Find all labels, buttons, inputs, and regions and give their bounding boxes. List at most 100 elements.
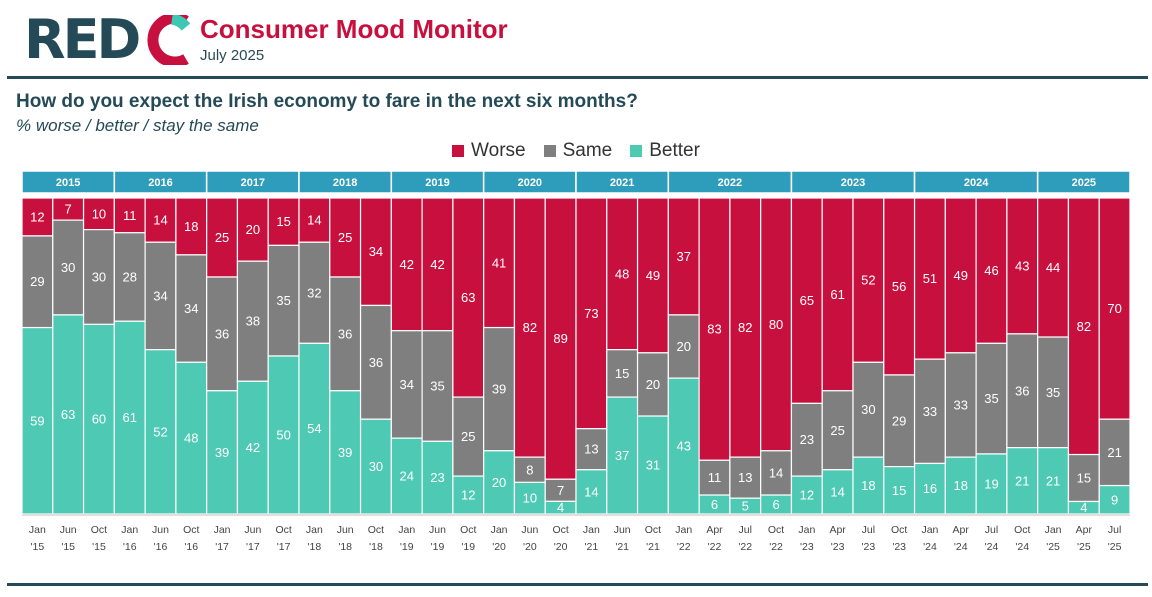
x-tick-month: Jan	[29, 524, 46, 536]
data-label-worse: 12	[30, 209, 44, 224]
x-tick-month: Jun	[60, 524, 77, 536]
data-label-same: 23	[800, 432, 814, 447]
bar-segment-better	[513, 481, 546, 515]
data-label-better: 14	[830, 484, 844, 499]
bar-segment-same	[1037, 336, 1070, 449]
bar-segment-better	[82, 323, 115, 515]
logo-c-icon	[147, 15, 191, 65]
data-label-better: 18	[861, 478, 875, 493]
x-tick-year: '19	[461, 541, 475, 553]
x-tick-month: Jan	[214, 524, 231, 536]
data-label-worse: 80	[769, 317, 783, 332]
data-label-same: 30	[61, 260, 75, 275]
bar-segment-better	[452, 475, 485, 515]
data-label-same: 14	[769, 465, 783, 480]
data-label-same: 34	[184, 301, 198, 316]
x-tick-month: Oct	[460, 524, 476, 536]
x-tick-year: '17	[246, 541, 260, 553]
legend-swatch-same	[543, 145, 556, 157]
data-label-worse: 83	[707, 322, 721, 337]
data-label-same: 30	[92, 270, 106, 285]
data-label-same: 7	[557, 483, 564, 498]
bar-segment-same	[113, 232, 146, 322]
x-tick-month: Apr	[953, 524, 970, 536]
bar-segment-better	[636, 415, 669, 515]
bar-segment-worse	[1067, 197, 1100, 456]
data-label-worse: 52	[861, 273, 875, 288]
year-band-label: 2020	[518, 177, 542, 189]
data-label-same: 20	[646, 377, 660, 392]
chart-question: How do you expect the Irish economy to f…	[16, 91, 638, 112]
data-label-same: 15	[1077, 471, 1091, 486]
data-label-same: 28	[122, 270, 136, 285]
year-band-label: 2025	[1072, 177, 1096, 189]
bar-segment-same	[144, 241, 177, 351]
x-tick-year: '15	[31, 541, 45, 553]
x-tick-year: '23	[862, 541, 876, 553]
x-tick-month: Jun	[152, 524, 169, 536]
bar-segment-worse	[21, 197, 54, 237]
x-tick-month: Oct	[645, 524, 661, 536]
year-band-label: 2018	[333, 177, 357, 189]
data-label-worse: 63	[461, 290, 475, 305]
data-label-better: 43	[676, 439, 690, 454]
bar-segment-worse	[944, 197, 977, 354]
x-tick-year: '18	[308, 541, 322, 553]
x-tick-year: '24	[985, 541, 999, 553]
legend-swatch-better	[630, 145, 643, 157]
legend-item-better: Better	[630, 140, 700, 162]
bar-segment-same	[175, 254, 208, 363]
x-tick-year: '25	[1108, 541, 1122, 553]
data-label-worse: 14	[153, 213, 167, 228]
year-band-label: 2017	[241, 177, 265, 189]
bar-segment-same	[1067, 453, 1100, 503]
data-label-same: 36	[1015, 383, 1029, 398]
bar-segment-same	[606, 349, 639, 398]
data-label-worse: 34	[369, 244, 383, 259]
x-tick-year: '20	[492, 541, 506, 553]
bar-segment-better	[390, 437, 423, 515]
data-label-same: 33	[953, 397, 967, 412]
data-label-same: 36	[215, 326, 229, 341]
x-tick-month: Jan	[121, 524, 138, 536]
data-label-better: 54	[307, 421, 321, 436]
year-band-label: 2019	[425, 177, 449, 189]
data-label-worse: 70	[1107, 301, 1121, 316]
data-label-worse: 73	[584, 306, 598, 321]
x-tick-month: Jan	[583, 524, 600, 536]
bar-segment-better	[421, 440, 454, 515]
x-tick-year: '21	[615, 541, 629, 553]
bar-segment-same	[483, 326, 516, 452]
x-tick-month: Oct	[1014, 524, 1030, 536]
bar-segment-better	[175, 361, 208, 515]
data-label-worse: 25	[338, 230, 352, 245]
data-label-same: 20	[676, 339, 690, 354]
x-tick-year: '22	[769, 541, 783, 553]
data-label-better: 48	[184, 431, 198, 446]
bar-segment-same	[913, 358, 946, 465]
data-label-worse: 11	[123, 208, 137, 223]
x-tick-year: '24	[1015, 541, 1029, 553]
data-label-better: 30	[369, 459, 383, 474]
x-tick-month: Jan	[798, 524, 815, 536]
data-label-same: 35	[1046, 385, 1060, 400]
bar-segment-better	[821, 469, 854, 515]
legend-item-worse: Worse	[452, 140, 526, 162]
data-label-worse: 18	[184, 219, 198, 234]
x-tick-year: '22	[738, 541, 752, 553]
data-label-better: 12	[800, 488, 814, 503]
x-tick-month: Jun	[614, 524, 631, 536]
data-label-worse: 82	[1077, 319, 1091, 334]
data-label-same: 36	[338, 326, 352, 341]
data-label-worse: 61	[830, 287, 844, 302]
bar-segment-same	[452, 396, 485, 477]
bar-segment-better	[1006, 447, 1039, 515]
x-tick-month: Jul	[862, 524, 875, 536]
data-label-same: 25	[461, 429, 475, 444]
bar-segment-better	[329, 390, 362, 515]
x-tick-year: '16	[123, 541, 137, 553]
x-tick-month: Oct	[91, 524, 107, 536]
data-label-worse: 10	[92, 206, 106, 221]
chart-legend: Worse Same Better	[0, 140, 1152, 162]
